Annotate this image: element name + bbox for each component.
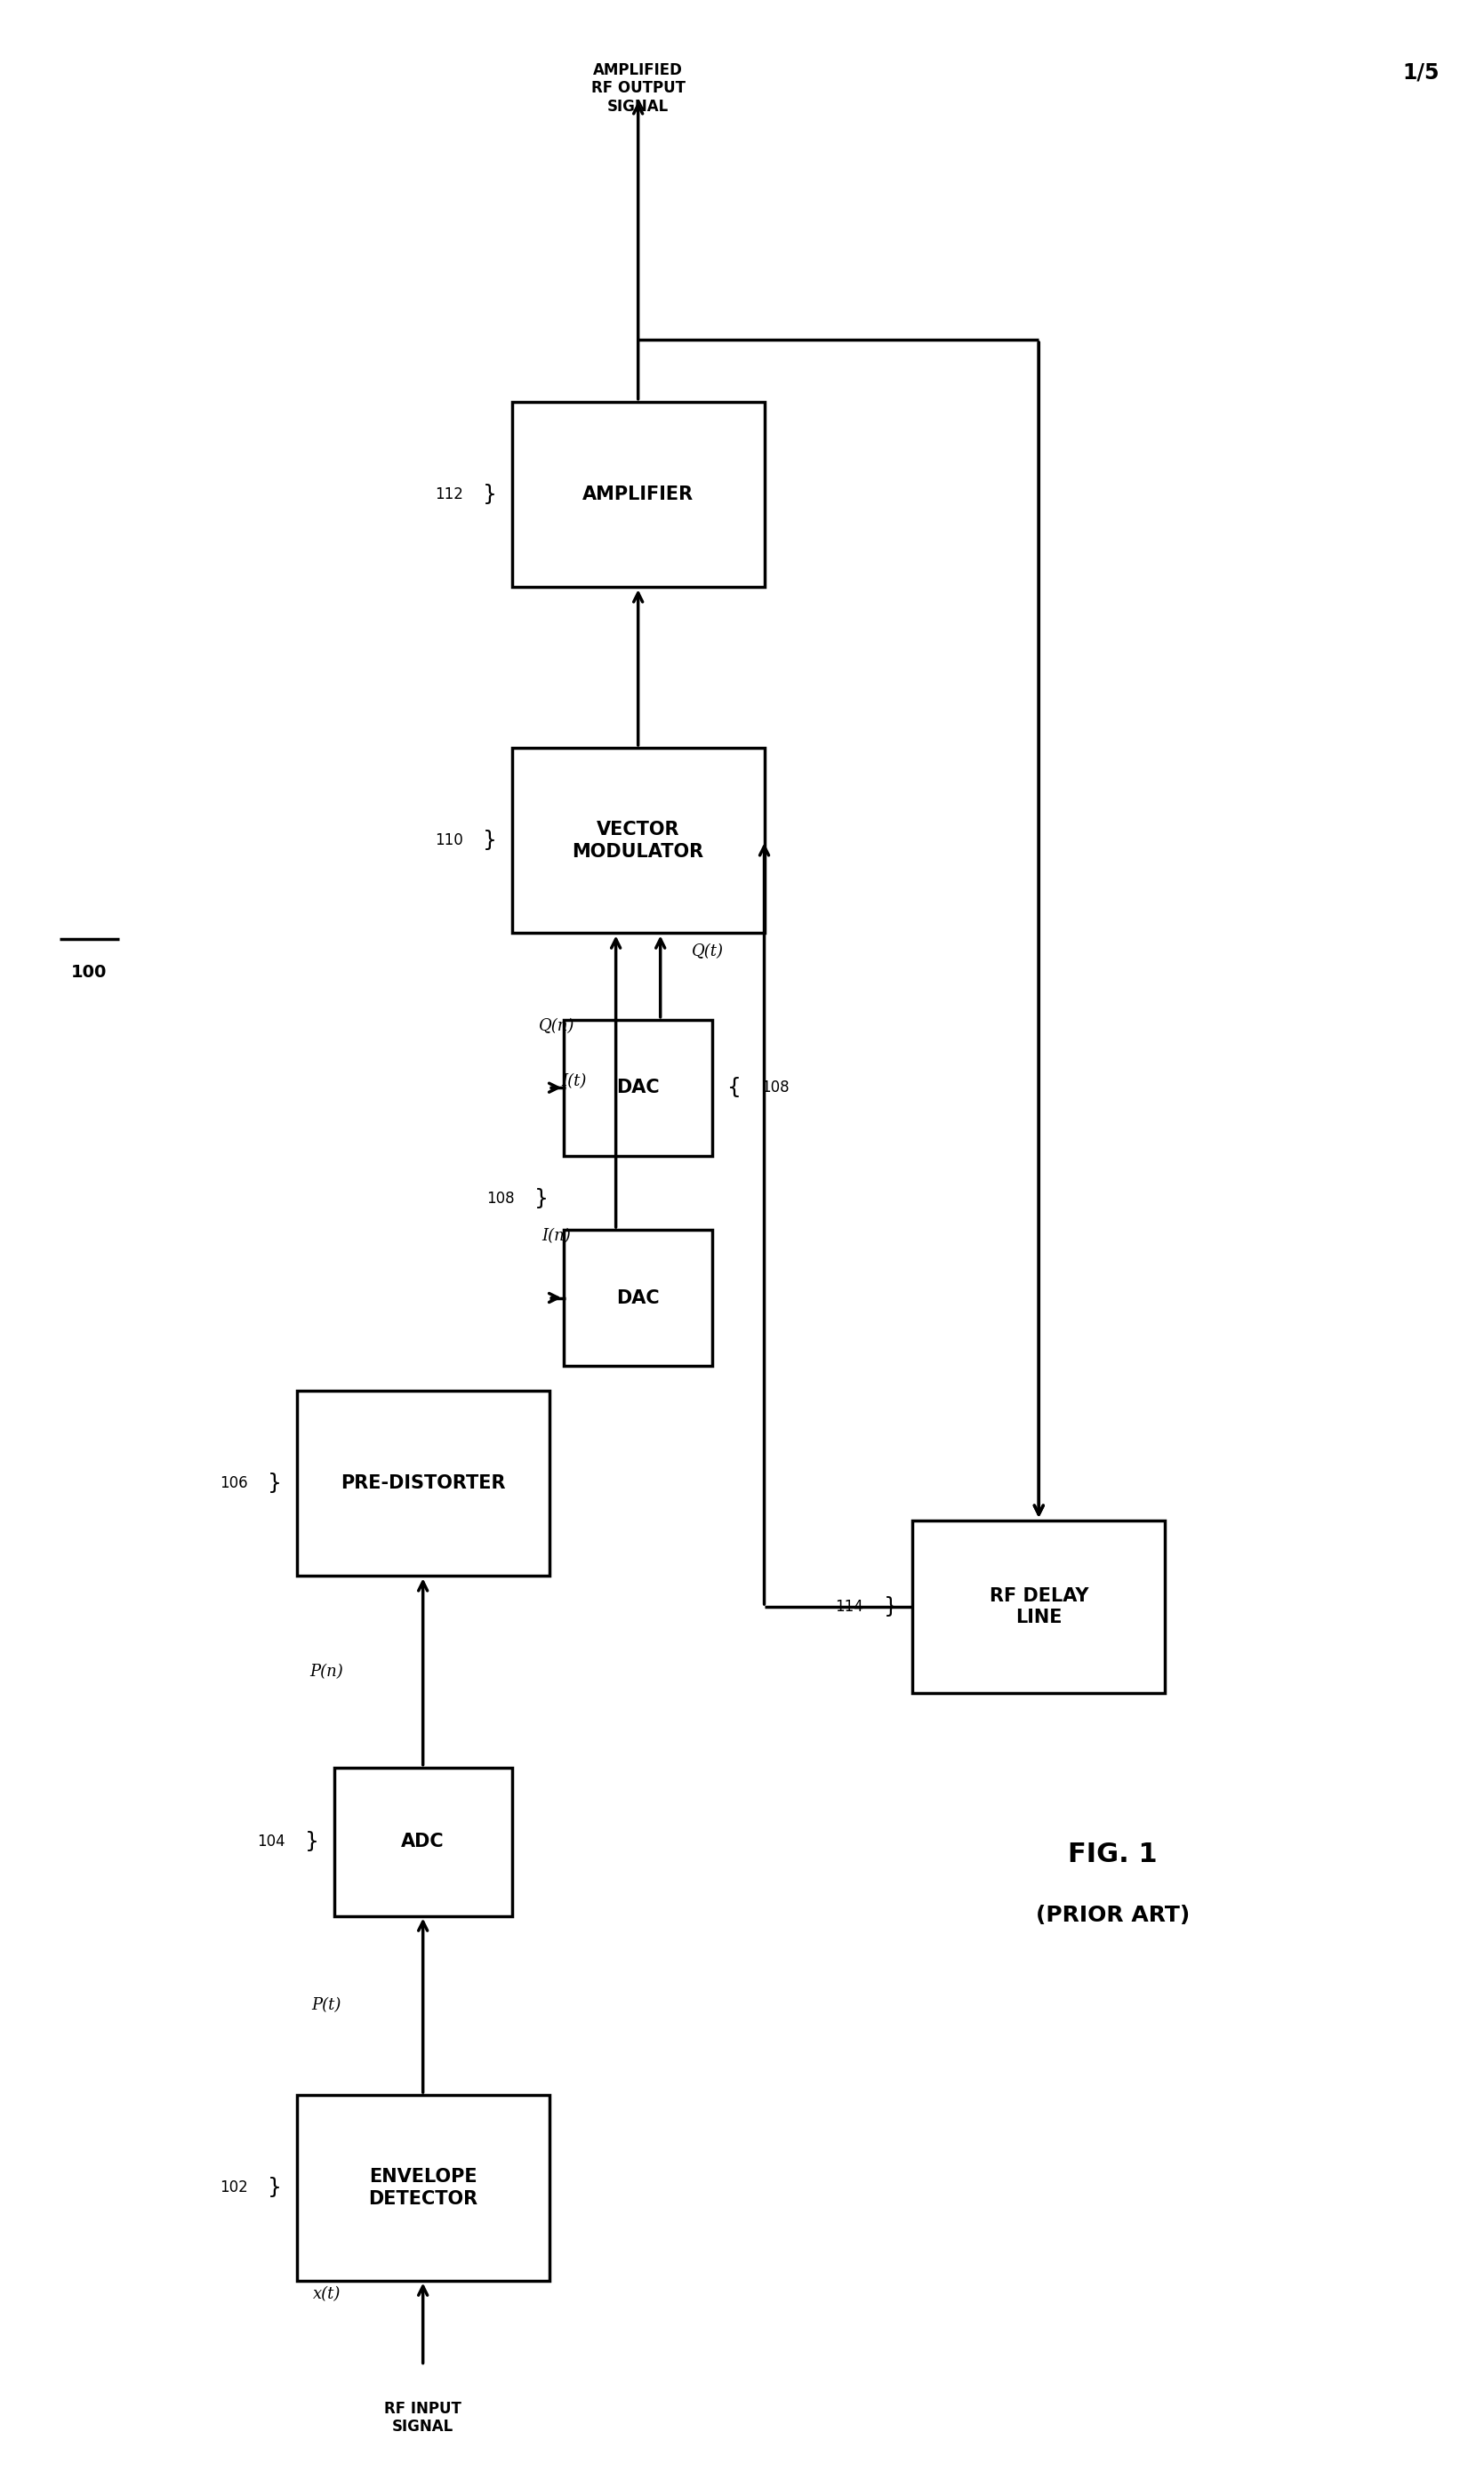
Text: VECTOR
MODULATOR: VECTOR MODULATOR — [573, 821, 703, 860]
Text: 112: 112 — [435, 487, 463, 502]
Bar — [297, 1389, 549, 1577]
Text: }: } — [482, 831, 497, 850]
Bar — [564, 1231, 712, 1365]
Text: DAC: DAC — [616, 1078, 660, 1098]
Bar — [564, 1018, 712, 1154]
Text: }: } — [267, 2178, 282, 2198]
Bar — [334, 1767, 512, 1916]
Text: (PRIOR ART): (PRIOR ART) — [1036, 1906, 1190, 1926]
Text: 108: 108 — [761, 1080, 789, 1095]
Text: }: } — [304, 1832, 319, 1852]
Text: FIG. 1: FIG. 1 — [1068, 1842, 1158, 1866]
Text: 102: 102 — [220, 2180, 248, 2195]
Text: PRE-DISTORTER: PRE-DISTORTER — [340, 1473, 506, 1493]
Bar — [297, 2094, 549, 2279]
Text: I(n): I(n) — [542, 1229, 571, 1243]
Text: P(n): P(n) — [310, 1664, 343, 1678]
Text: }: } — [267, 1473, 282, 1493]
Text: I(t): I(t) — [561, 1073, 588, 1090]
Bar — [512, 747, 764, 932]
Text: RF DELAY
LINE: RF DELAY LINE — [990, 1587, 1088, 1627]
Text: 100: 100 — [71, 964, 107, 981]
Text: DAC: DAC — [616, 1288, 660, 1308]
Text: x(t): x(t) — [313, 2287, 340, 2301]
Text: 108: 108 — [487, 1192, 515, 1206]
Text: AMPLIFIED
RF OUTPUT
SIGNAL: AMPLIFIED RF OUTPUT SIGNAL — [591, 62, 686, 114]
Text: Q(n): Q(n) — [539, 1018, 574, 1033]
Text: ENVELOPE
DETECTOR: ENVELOPE DETECTOR — [368, 2168, 478, 2207]
Text: 104: 104 — [257, 1834, 285, 1849]
Text: {: { — [727, 1078, 742, 1098]
Bar — [512, 400, 764, 586]
Text: 106: 106 — [220, 1476, 248, 1491]
Bar — [913, 1520, 1165, 1693]
Text: 1/5: 1/5 — [1402, 62, 1439, 84]
Text: 110: 110 — [435, 833, 463, 848]
Text: P(t): P(t) — [312, 1997, 341, 2012]
Text: ADC: ADC — [401, 1832, 445, 1852]
Text: }: } — [883, 1597, 898, 1617]
Text: Q(t): Q(t) — [692, 944, 724, 959]
Text: }: } — [482, 485, 497, 504]
Text: 114: 114 — [835, 1599, 864, 1614]
Text: AMPLIFIER: AMPLIFIER — [583, 485, 693, 504]
Text: RF INPUT
SIGNAL: RF INPUT SIGNAL — [384, 2400, 462, 2435]
Text: }: } — [534, 1189, 549, 1209]
